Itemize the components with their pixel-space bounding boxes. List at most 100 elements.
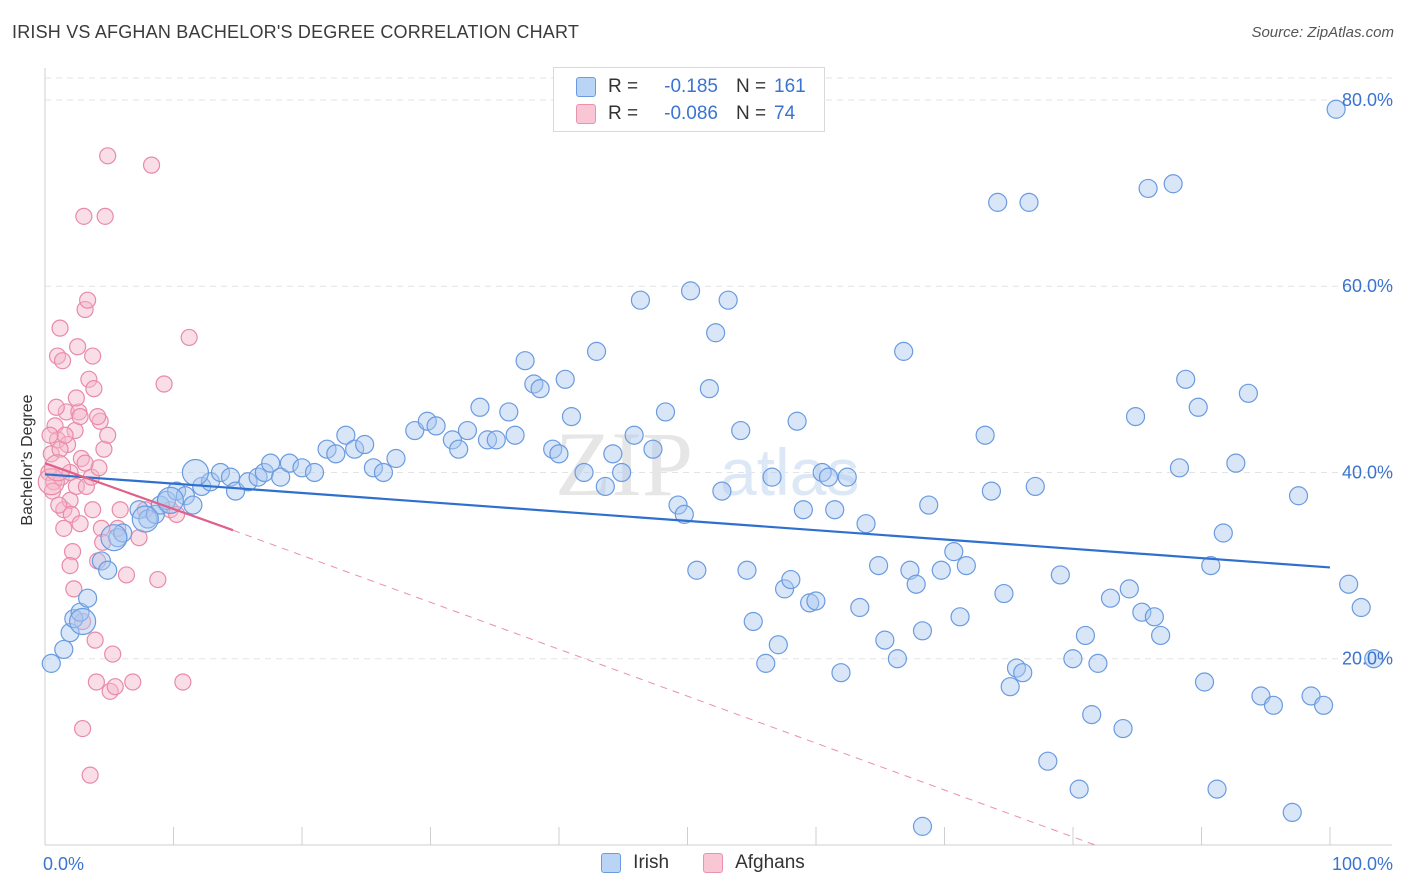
afghans-point xyxy=(62,505,80,523)
x-tick-label: 100.0% xyxy=(1332,854,1393,874)
irish-point xyxy=(756,653,776,673)
irish-point xyxy=(1082,705,1102,725)
afghans-point xyxy=(67,389,85,407)
irish-point xyxy=(1069,779,1089,799)
irish-point xyxy=(737,560,757,580)
irish-point xyxy=(167,481,187,501)
watermark: ZIP atlas xyxy=(555,413,859,515)
afghans-point xyxy=(61,557,79,575)
irish-point xyxy=(1000,677,1020,697)
irish-point xyxy=(1364,649,1384,669)
irish-point xyxy=(787,411,807,431)
irish-point xyxy=(326,444,346,464)
irish-point xyxy=(931,560,951,580)
irish-point xyxy=(1176,369,1196,389)
legend-row-irish: R = -0.185 N = 161 xyxy=(576,75,814,99)
irish-point xyxy=(426,416,446,436)
afghans-point xyxy=(65,580,83,598)
legend-item-irish[interactable]: Irish xyxy=(601,852,669,874)
irish-point xyxy=(1194,672,1215,692)
irish-point xyxy=(825,500,845,520)
irish-point xyxy=(54,639,74,660)
irish-point xyxy=(1038,751,1058,771)
y-tick-label: 40.0% xyxy=(1342,462,1393,482)
irish-point xyxy=(674,504,694,524)
irish-point xyxy=(345,439,365,459)
afghans-point xyxy=(149,570,167,589)
afghans-point xyxy=(55,519,73,537)
afghans-point xyxy=(111,501,129,519)
afghans-point xyxy=(106,678,124,696)
afghans-point xyxy=(42,445,60,463)
irish-point xyxy=(561,406,582,427)
afghans-point xyxy=(67,477,85,496)
afghans-point xyxy=(86,631,104,649)
irish-point xyxy=(1339,574,1359,594)
irish-point xyxy=(668,495,688,515)
afghans-point xyxy=(61,491,79,510)
irish-point xyxy=(912,816,933,836)
afghans-point xyxy=(95,440,113,458)
irish-point xyxy=(181,458,210,487)
irish-point xyxy=(630,290,651,310)
chart-title: IRISH VS AFGHAN BACHELOR'S DEGREE CORREL… xyxy=(12,22,580,42)
irish-swatch xyxy=(576,77,596,97)
irish-point xyxy=(1100,588,1121,608)
irish-point xyxy=(624,425,644,445)
irish-point xyxy=(894,341,914,361)
irish-point xyxy=(1151,625,1171,646)
irish-point xyxy=(768,635,788,655)
irish-point xyxy=(887,649,907,669)
r-value: -0.185 xyxy=(664,76,718,97)
irish-point xyxy=(975,425,995,445)
irish-point xyxy=(91,551,112,571)
irish-point xyxy=(944,542,964,562)
legend-row-afghans: R = -0.086 N = 74 xyxy=(576,102,814,126)
irish-point xyxy=(98,560,118,580)
irish-point xyxy=(1138,178,1158,199)
irish-trend-line xyxy=(44,473,1331,569)
irish-point xyxy=(868,556,889,576)
irish-point xyxy=(900,560,920,580)
irish-point xyxy=(449,439,469,459)
afghans-point xyxy=(63,543,82,561)
irish-point xyxy=(595,476,615,497)
irish-point xyxy=(1238,383,1258,403)
legend-item-afghans[interactable]: Afghans xyxy=(703,852,805,874)
watermark-atlas: atlas xyxy=(720,435,859,509)
irish-point xyxy=(1207,779,1227,799)
irish-point xyxy=(336,425,356,445)
irish-point xyxy=(743,611,763,632)
irish-point xyxy=(781,569,801,590)
irish-point xyxy=(555,369,575,389)
irish-point xyxy=(1113,718,1133,739)
y-tick-label: 60.0% xyxy=(1342,276,1393,296)
afghans-point xyxy=(81,766,99,784)
n-value: 161 xyxy=(774,76,806,97)
irish-point xyxy=(1288,486,1309,506)
irish-point xyxy=(1326,99,1346,119)
irish-point xyxy=(41,653,61,673)
irish-point xyxy=(1313,695,1334,715)
afghans-point xyxy=(87,673,105,691)
irish-point xyxy=(1088,653,1108,673)
irish-point xyxy=(505,425,525,445)
afghans-point xyxy=(41,426,59,444)
grid xyxy=(45,77,1392,660)
irish-point xyxy=(699,379,719,399)
series-legend: Irish Afghans xyxy=(0,852,1406,874)
afghans-point xyxy=(85,380,103,398)
irish-point xyxy=(643,439,663,459)
y-tick-label: 80.0% xyxy=(1342,90,1393,110)
irish-point xyxy=(530,379,550,399)
irish-point xyxy=(1013,663,1033,683)
irish-point xyxy=(731,420,751,441)
irish-point xyxy=(261,453,281,473)
afghans-point xyxy=(104,645,122,663)
x-tick-label: 0.0% xyxy=(43,854,84,874)
irish-point xyxy=(712,481,732,501)
r-value: -0.086 xyxy=(664,103,718,124)
legend-label-afghans: Afghans xyxy=(735,852,805,873)
trend-lines xyxy=(44,462,1331,846)
